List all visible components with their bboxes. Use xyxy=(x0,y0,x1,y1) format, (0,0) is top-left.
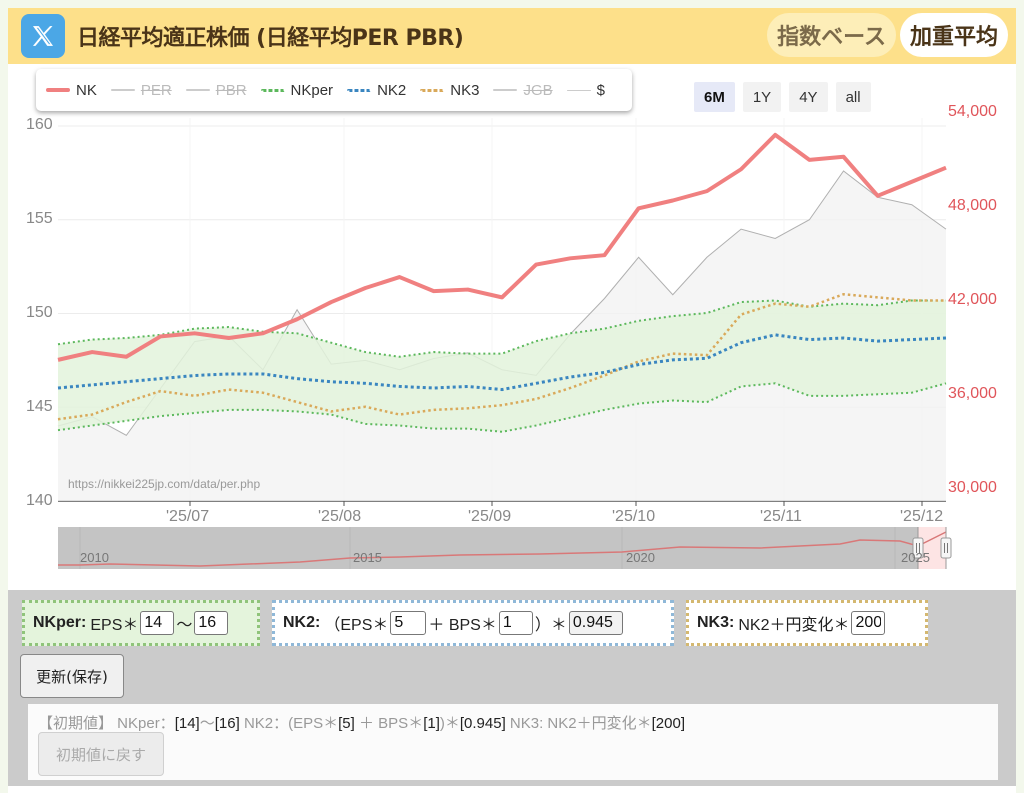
defaults-panel: 【初期値】 NKper：[14]～[16] NK2：(EPS＊[5] ＋ BPS… xyxy=(28,704,998,780)
y-right-tick: 42,000 xyxy=(948,291,997,308)
default-nk2-mid: ＋ BPS＊ xyxy=(354,715,424,732)
y-left-tick: 145 xyxy=(26,398,53,415)
navigator-year-label: 2015 xyxy=(353,550,382,565)
header-bar: 日経平均適正株価 (日経平均PER PBR) 指数ベース 加重平均 xyxy=(8,8,1016,64)
reset-defaults-button[interactable]: 初期値に戻す xyxy=(38,732,164,776)
legend-label: NK2 xyxy=(377,81,407,99)
default-nk2-close: )＊ xyxy=(439,715,460,732)
parameter-panel: NKper: EPS＊ ～ NK2: （EPS＊ ＋ BPS＊ ）＊ NK3: … xyxy=(8,590,1016,786)
chart-legend: NK PER PBR NKper NK2 NK3 JGB $ xyxy=(36,69,632,111)
page-title: 日経平均適正株価 (日経平均PER PBR) xyxy=(77,26,464,51)
default-nk2-label: NK2：(EPS＊ xyxy=(243,715,339,732)
y-right-tick: 30,000 xyxy=(948,479,997,496)
x-tick: '25/11 xyxy=(760,508,802,525)
mode-toggle: 指数ベース 加重平均 xyxy=(767,13,1008,57)
legend-swatch-icon xyxy=(110,89,135,91)
nk2-formula-close: ）＊ xyxy=(534,617,567,634)
nkper-max-input[interactable] xyxy=(194,611,229,635)
defaults-label: 【初期値】 NKper： xyxy=(38,715,175,732)
defaults-text: 【初期値】 NKper：[14]～[16] NK2：(EPS＊[5] ＋ BPS… xyxy=(38,712,685,733)
x-tick: '25/08 xyxy=(318,508,362,525)
update-save-button[interactable]: 更新(保存) xyxy=(20,654,124,698)
nk2-label: NK2: xyxy=(283,614,321,631)
legend-label: JGB xyxy=(523,81,553,99)
navigator-year-label: 2010 xyxy=(80,550,109,565)
y-left-tick: 155 xyxy=(26,210,53,227)
x-logo-icon[interactable] xyxy=(21,14,65,58)
nk2-formula-plus: ＋ BPS＊ xyxy=(428,617,497,634)
default-nk2-eps: [5] xyxy=(338,715,355,732)
legend-swatch-icon xyxy=(185,89,210,91)
nk2-formula-open: （EPS＊ xyxy=(324,617,389,634)
y-left-tick: 140 xyxy=(26,492,53,509)
y-left-tick: 150 xyxy=(26,304,53,321)
legend-item-nkper[interactable]: NKper xyxy=(260,81,334,99)
range-6m-button[interactable]: 6M xyxy=(694,82,735,112)
nk2-param-box: NK2: （EPS＊ ＋ BPS＊ ）＊ xyxy=(272,600,674,646)
nk2-bps-input[interactable] xyxy=(498,611,533,635)
legend-swatch-icon xyxy=(260,88,285,92)
range-4y-button[interactable]: 4Y xyxy=(789,82,828,112)
nk2-eps-input[interactable] xyxy=(390,611,427,635)
legend-label: NK xyxy=(76,81,97,99)
weighted-average-button[interactable]: 加重平均 xyxy=(899,13,1008,57)
default-nk3-yen: [200] xyxy=(651,715,685,732)
legend-item-nk2[interactable]: NK2 xyxy=(347,82,406,99)
legend-item-jgb[interactable]: JGB xyxy=(493,81,553,99)
legend-swatch-icon xyxy=(420,88,445,92)
legend-item-usd[interactable]: $ xyxy=(566,81,605,99)
legend-item-per[interactable]: PER xyxy=(110,81,172,99)
y-right-tick: 48,000 xyxy=(948,197,997,214)
legend-swatch-icon xyxy=(347,88,372,92)
legend-swatch-icon xyxy=(566,89,591,91)
navigator-year-label: 2020 xyxy=(626,550,655,565)
y-right-tick: 36,000 xyxy=(948,385,997,402)
navigator-year-label: 2025 xyxy=(901,550,930,565)
range-selector: 6M 1Y 4Y all xyxy=(694,82,871,112)
default-nk2-factor: [0.945] xyxy=(459,715,506,732)
x-tick: '25/09 xyxy=(468,508,512,525)
legend-label: $ xyxy=(596,81,605,99)
legend-label: PER xyxy=(140,81,172,99)
default-sep: ～ xyxy=(199,715,215,732)
y-right-tick: 54,000 xyxy=(948,103,997,120)
x-tick: '25/10 xyxy=(612,508,656,525)
index-base-button[interactable]: 指数ベース xyxy=(767,13,896,57)
legend-item-nk3[interactable]: NK3 xyxy=(420,82,479,99)
x-tick: '25/12 xyxy=(900,508,944,525)
range-1y-button[interactable]: 1Y xyxy=(742,82,782,112)
source-watermark: https://nikkei225jp.com/data/per.php xyxy=(68,477,261,491)
nkper-param-box: NKper: EPS＊ ～ xyxy=(22,600,260,646)
legend-swatch-icon xyxy=(493,89,518,91)
x-tick: '25/07 xyxy=(166,508,210,525)
default-nkper-min: [14] xyxy=(174,715,200,732)
y-left-tick: 160 xyxy=(26,116,53,133)
nk2-factor-input[interactable] xyxy=(568,611,623,635)
default-nk3-label: NK3: NK2＋円変化＊ xyxy=(509,715,652,732)
nk3-label: NK3: xyxy=(697,614,735,631)
nk3-yen-input[interactable] xyxy=(851,611,886,635)
legend-item-pbr[interactable]: PBR xyxy=(185,81,247,99)
nkper-label: NKper: xyxy=(33,614,87,631)
price-chart xyxy=(57,118,952,569)
nkper-min-input[interactable] xyxy=(140,611,175,635)
nk3-formula-text: NK2＋円変化＊ xyxy=(738,617,850,634)
default-nk2-bps: [1] xyxy=(423,715,440,732)
range-all-button[interactable]: all xyxy=(835,82,871,112)
legend-label: PBR xyxy=(215,81,247,99)
legend-swatch-icon xyxy=(46,88,70,92)
nk3-param-box: NK3: NK2＋円変化＊ xyxy=(686,600,928,646)
default-nkper-max: [16] xyxy=(214,715,240,732)
legend-label: NKper xyxy=(290,81,334,99)
nkper-range-separator: ～ xyxy=(176,617,193,634)
legend-item-nk[interactable]: NK xyxy=(46,82,97,99)
nkper-formula-text: EPS＊ xyxy=(90,617,139,634)
legend-label: NK3 xyxy=(450,81,480,99)
